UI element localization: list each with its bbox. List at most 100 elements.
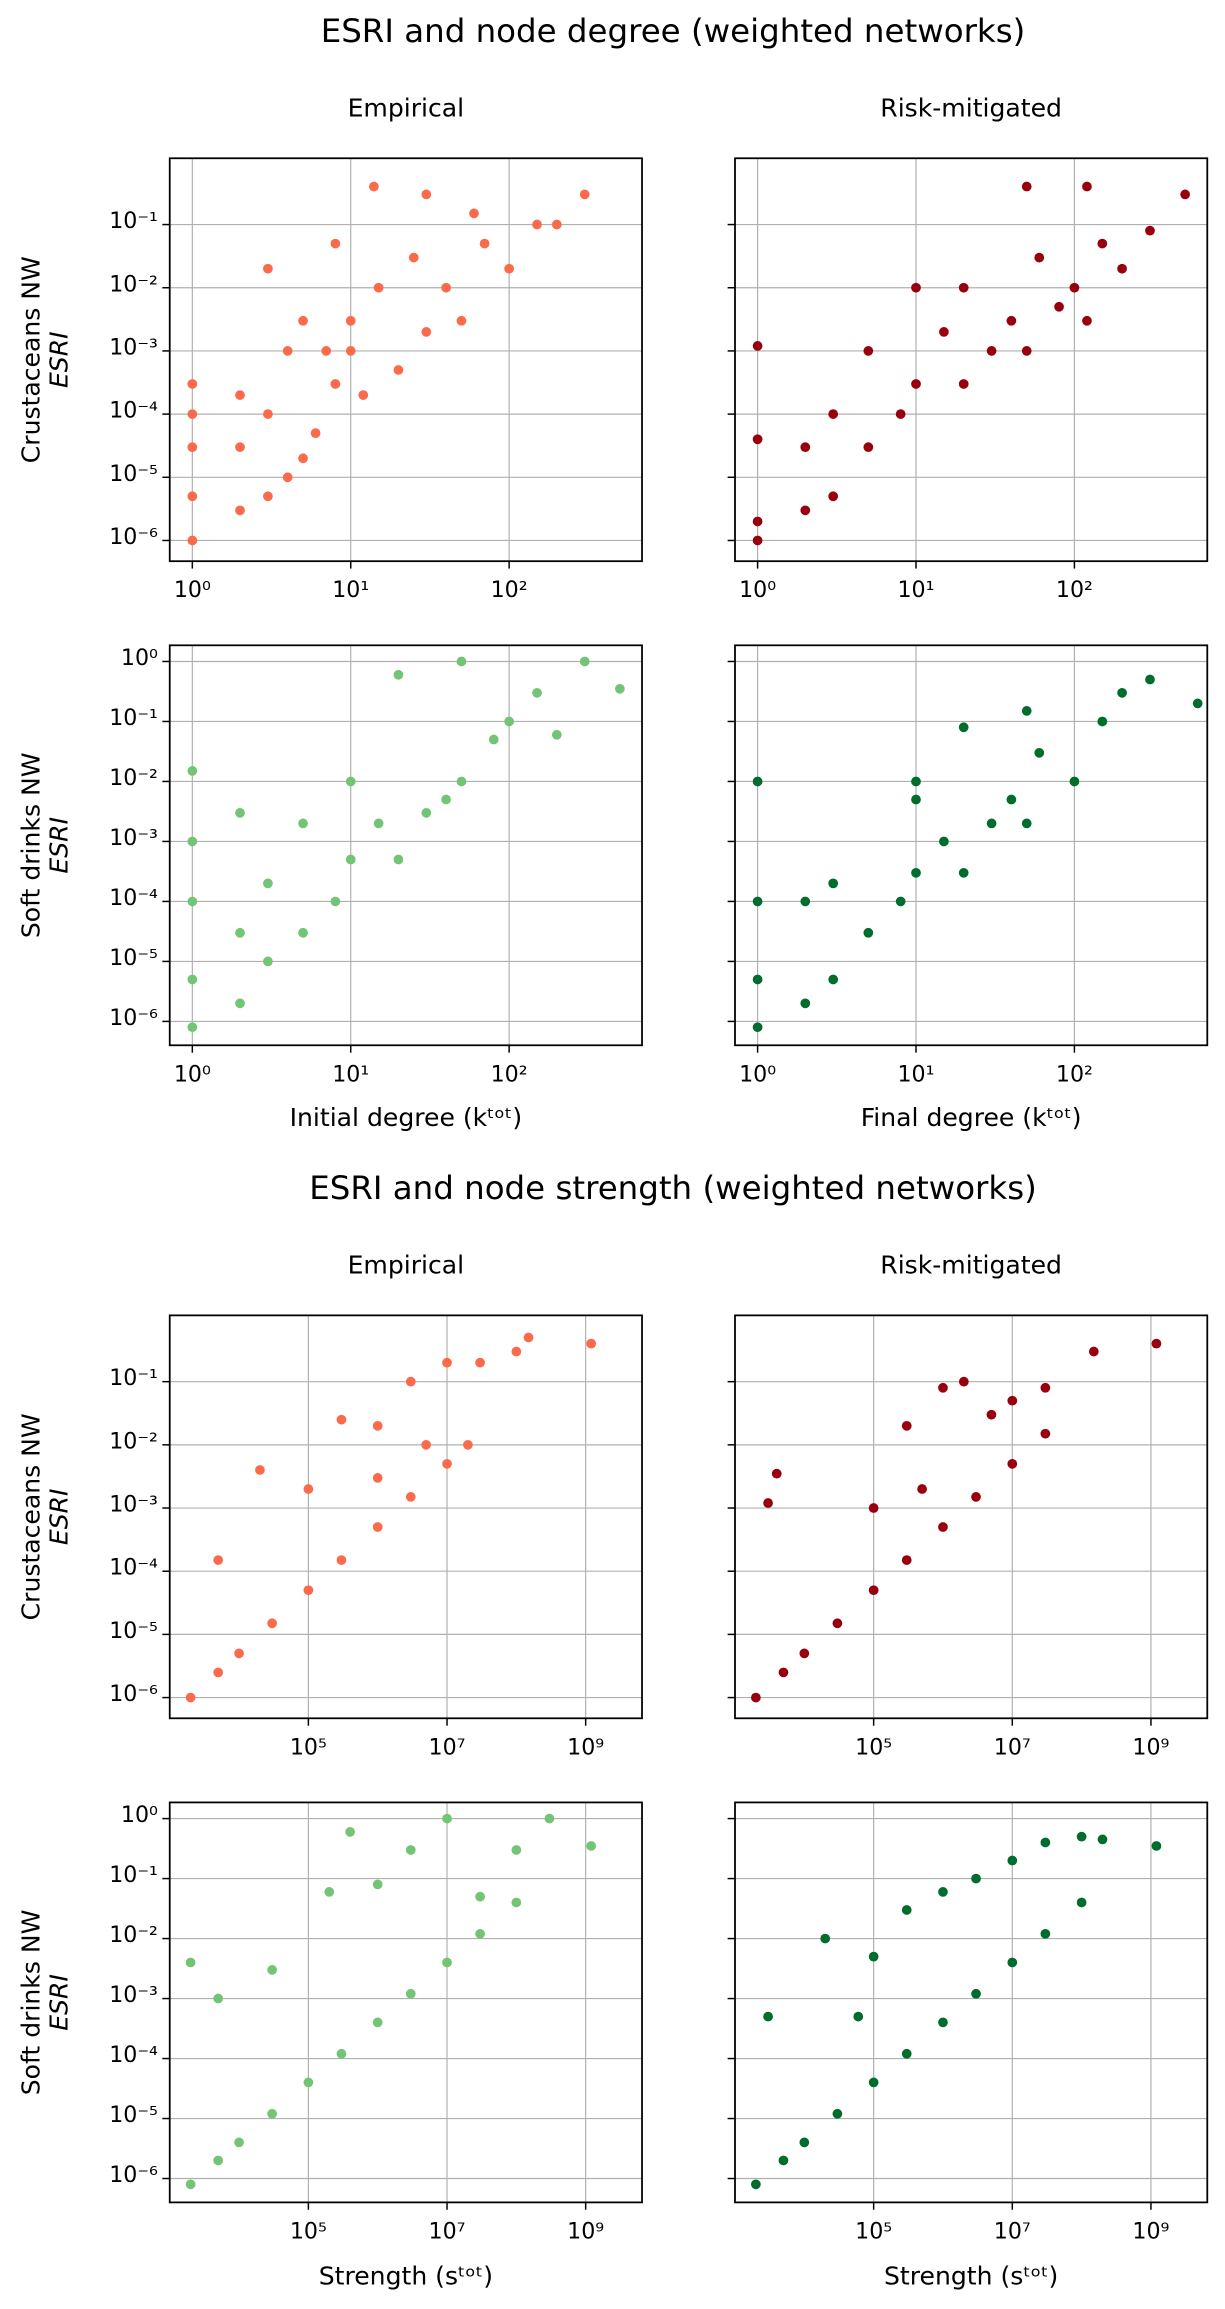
y-tick-label: 10⁻⁴ <box>109 2042 158 2068</box>
point <box>752 516 763 527</box>
x-tick-label: 10⁷ <box>994 1734 1031 1760</box>
point <box>213 2155 224 2166</box>
point <box>820 1933 831 1944</box>
point <box>336 2048 347 2059</box>
y-tick-label: 10⁻⁵ <box>109 2102 158 2128</box>
point <box>1021 346 1032 356</box>
point <box>298 453 308 464</box>
point <box>185 1692 196 1703</box>
point <box>1034 252 1045 263</box>
point <box>511 1897 522 1908</box>
point <box>393 669 404 680</box>
point <box>303 2077 314 2088</box>
point <box>771 1468 782 1479</box>
y-tick-label: 10⁻⁴ <box>109 1555 158 1581</box>
point <box>213 1993 224 2004</box>
point <box>938 1522 948 1532</box>
point <box>752 974 763 985</box>
point <box>800 505 811 516</box>
y-tick-label: 10⁻³ <box>109 1982 158 2008</box>
point <box>475 1891 485 1902</box>
point <box>868 2077 879 2088</box>
point <box>372 1420 383 1431</box>
point <box>986 346 997 356</box>
point <box>1076 1897 1087 1908</box>
point <box>579 656 590 667</box>
point <box>1192 698 1203 709</box>
point <box>405 1988 416 1999</box>
subplot <box>727 1314 1209 1726</box>
point <box>551 729 562 740</box>
point <box>393 854 404 865</box>
point <box>463 1439 473 1450</box>
y-axis-label: ESRI <box>45 817 74 874</box>
point <box>504 716 515 727</box>
point <box>1082 181 1092 192</box>
point <box>586 1338 597 1349</box>
point <box>551 219 562 230</box>
point <box>863 442 874 453</box>
point <box>442 1357 452 1368</box>
axes-frame <box>168 1314 643 1720</box>
point <box>213 1667 224 1678</box>
point <box>330 238 341 249</box>
point <box>235 807 245 818</box>
axes-frame <box>168 644 643 1047</box>
point <box>800 896 811 907</box>
point <box>263 878 273 889</box>
point <box>358 390 369 400</box>
y-tick-label: 10⁻⁵ <box>109 945 158 971</box>
point <box>421 1439 432 1450</box>
point <box>958 867 969 878</box>
point <box>1021 818 1032 829</box>
point <box>372 1879 383 1890</box>
point <box>372 1473 383 1483</box>
point <box>373 282 384 293</box>
point <box>752 896 763 907</box>
point <box>911 867 921 878</box>
point <box>911 379 921 389</box>
point <box>752 434 763 445</box>
y-axis-label: ESRI <box>45 331 74 388</box>
point <box>1007 1957 1018 1968</box>
point <box>752 776 763 787</box>
point <box>488 734 499 745</box>
point <box>799 1648 810 1659</box>
point <box>185 2179 196 2190</box>
point <box>1040 1428 1051 1439</box>
point <box>1088 1346 1099 1357</box>
point <box>1180 189 1191 200</box>
subplot <box>727 157 1209 569</box>
point <box>911 794 921 805</box>
point <box>532 219 542 230</box>
point <box>986 1409 997 1420</box>
subplot <box>162 1314 643 1726</box>
point <box>828 491 839 502</box>
point <box>1021 181 1032 192</box>
point <box>263 956 273 967</box>
point <box>456 776 467 787</box>
point <box>421 327 432 337</box>
point <box>267 1618 277 1629</box>
point <box>800 442 811 453</box>
x-axis-label: Strength (sᵗᵒᵗ) <box>884 2262 1058 2291</box>
point <box>868 1503 879 1513</box>
y-axis-label: Crustaceans NW <box>16 256 45 463</box>
point <box>828 409 839 419</box>
point <box>752 535 763 546</box>
x-tick-label: 10² <box>491 1061 528 1087</box>
subplot-title: Empirical <box>348 1251 465 1280</box>
x-axis-label: Strength (sᵗᵒᵗ) <box>319 2262 493 2291</box>
point <box>310 428 321 438</box>
point <box>986 818 997 829</box>
x-tick-label: 10⁹ <box>1132 2218 1169 2244</box>
subplot <box>162 644 643 1053</box>
point <box>405 1845 416 1855</box>
point <box>321 346 332 356</box>
y-tick-label: 10⁻³ <box>109 825 158 851</box>
point <box>763 1498 773 1508</box>
point <box>187 535 198 546</box>
points <box>187 181 590 546</box>
axes-frame <box>734 157 1209 563</box>
y-tick-label: 10⁰ <box>121 645 158 671</box>
